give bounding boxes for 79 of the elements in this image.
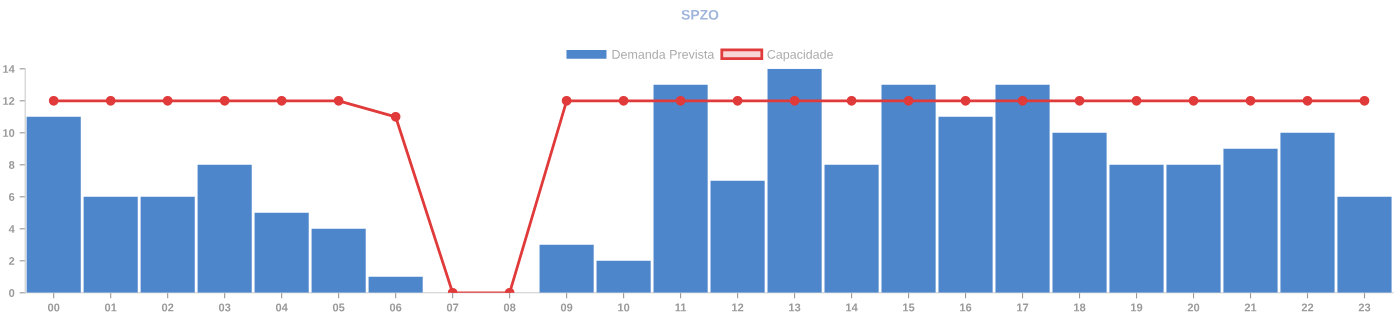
bar <box>140 196 195 293</box>
x-tick-label: 01 <box>104 303 117 312</box>
point <box>789 95 800 106</box>
point <box>1188 95 1199 106</box>
x-tick-label: 00 <box>47 303 60 312</box>
bar <box>368 276 423 293</box>
point <box>846 95 857 106</box>
y-tick-label: 6 <box>9 193 15 201</box>
bar <box>1109 164 1164 293</box>
bar <box>710 180 765 293</box>
bar <box>1052 132 1107 293</box>
x-tick-label: 09 <box>560 303 573 312</box>
x-tick-label: 18 <box>1074 303 1086 312</box>
bar <box>1223 148 1278 293</box>
bar <box>881 84 936 293</box>
y-tick-label: 14 <box>3 65 15 73</box>
point <box>162 95 173 106</box>
bar <box>824 164 879 293</box>
x-tick-label: 17 <box>1017 303 1029 312</box>
legend-label: Demanda Prevista <box>612 49 715 59</box>
bar <box>1337 196 1392 293</box>
y-tick-label: 2 <box>8 257 15 265</box>
bar <box>767 68 822 293</box>
x-tick-label: 20 <box>1187 303 1200 312</box>
x-tick-label: 08 <box>503 303 516 312</box>
point <box>1074 95 1085 106</box>
bar <box>596 260 651 293</box>
x-tick-label: 23 <box>1358 303 1371 312</box>
y-tick-label: 12 <box>3 97 15 105</box>
x-tick-label: 05 <box>332 303 345 312</box>
point <box>960 95 971 106</box>
x-tick-label: 16 <box>960 303 972 312</box>
bar <box>197 164 252 293</box>
x-tick-label: 14 <box>846 303 858 312</box>
point <box>390 111 401 122</box>
bar <box>938 116 993 293</box>
point <box>561 95 572 106</box>
y-tick-label: 4 <box>8 225 15 233</box>
x-tick-label: 02 <box>161 303 174 312</box>
chart-title: SPZO <box>681 9 719 20</box>
y-tick-label: 10 <box>3 129 15 137</box>
bar <box>311 228 366 293</box>
point <box>618 95 629 106</box>
y-tick-label: 0 <box>9 289 15 297</box>
x-tick-label: 22 <box>1301 303 1314 312</box>
point <box>1359 95 1370 106</box>
point <box>732 95 743 106</box>
x-tick-label: 19 <box>1131 303 1143 312</box>
bar <box>254 212 309 293</box>
bar <box>26 116 81 293</box>
x-tick-label: 11 <box>675 303 687 312</box>
x-tick-label: 03 <box>218 303 231 312</box>
point <box>48 95 59 106</box>
point <box>219 95 230 106</box>
x-tick-label: 12 <box>732 303 744 312</box>
bar <box>653 84 708 293</box>
x-tick-label: 07 <box>446 303 459 312</box>
point <box>1302 95 1313 106</box>
point <box>675 95 686 106</box>
point <box>903 95 914 106</box>
point <box>1131 95 1142 106</box>
point <box>1017 95 1028 106</box>
point <box>1245 95 1256 106</box>
bar <box>539 244 594 293</box>
point <box>276 95 287 106</box>
bar <box>1280 132 1335 293</box>
x-tick-label: 10 <box>618 303 630 312</box>
y-tick-label: 8 <box>8 161 15 169</box>
point <box>333 95 344 106</box>
x-tick-label: 21 <box>1244 303 1257 312</box>
bar <box>1166 164 1221 293</box>
x-tick-label: 04 <box>275 303 288 312</box>
bar <box>83 196 138 293</box>
x-tick-label: 15 <box>903 303 915 312</box>
x-tick-label: 06 <box>389 303 402 312</box>
legend-label: Capacidade <box>767 49 833 62</box>
point <box>105 95 116 106</box>
x-tick-label: 13 <box>789 303 801 312</box>
bar <box>995 84 1050 293</box>
